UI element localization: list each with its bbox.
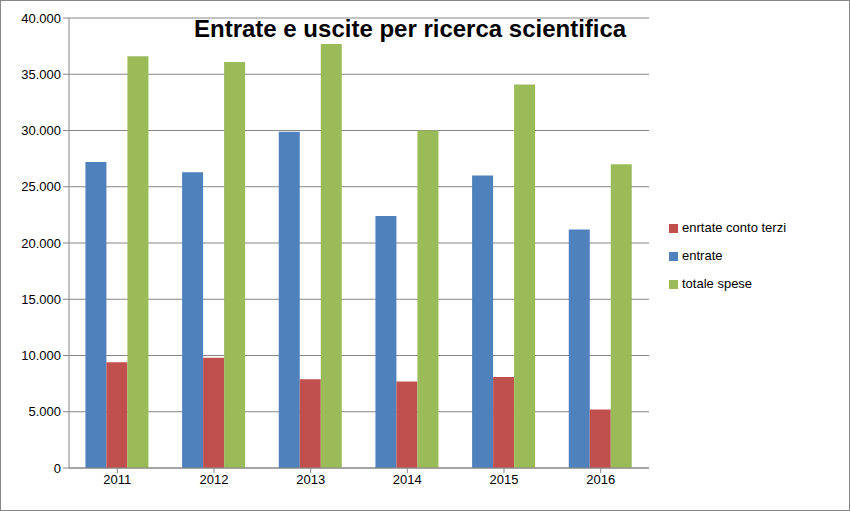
html-text:Entrate e uscite per ricerca s: Entrate e uscite per ricerca scientifica (194, 15, 627, 42)
html-text:entrate: entrate (682, 247, 723, 263)
svg-text:0: 0 (54, 461, 61, 476)
svg-text:40.000: 40.000 (21, 11, 61, 26)
svg-text:2016: 2016 (586, 472, 615, 487)
svg-text:2013: 2013 (296, 472, 325, 487)
svg-text:20.000: 20.000 (21, 236, 61, 251)
svg-text:2015: 2015 (490, 472, 519, 487)
html-text:totale spese: totale spese (682, 275, 753, 291)
svg-text:30.000: 30.000 (21, 123, 61, 138)
svg-text:25.000: 25.000 (21, 179, 61, 194)
svg-text:15.000: 15.000 (21, 292, 61, 307)
svg-text:2012: 2012 (200, 472, 229, 487)
svg-text:2014: 2014 (393, 472, 422, 487)
svg-text:2011: 2011 (103, 472, 131, 487)
html-text:enrtate conto terzi: enrtate conto terzi (682, 219, 787, 235)
svg-text:35.000: 35.000 (21, 67, 61, 82)
svg-text:5.000: 5.000 (28, 404, 61, 419)
svg-text:10.000: 10.000 (21, 348, 61, 363)
